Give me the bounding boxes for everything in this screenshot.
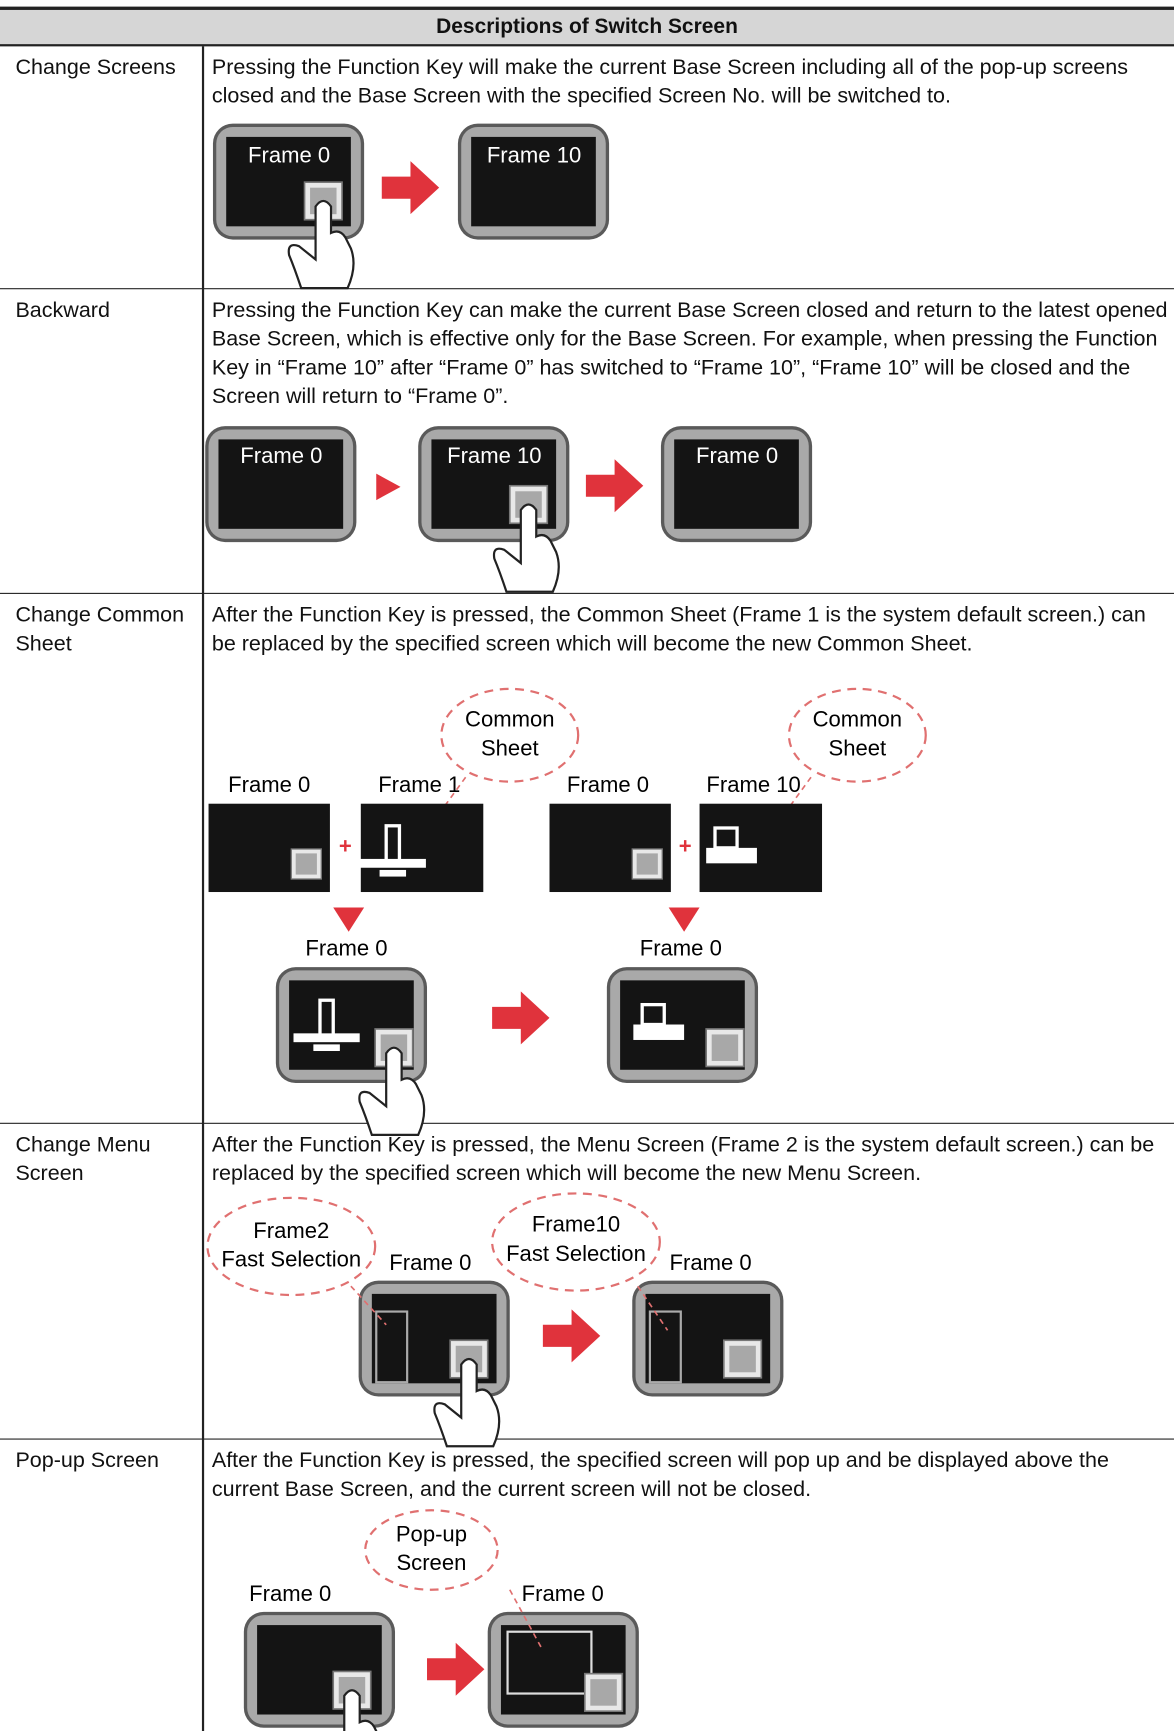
diagram-label: Frame 0 (567, 772, 649, 797)
table-title: Descriptions of Switch Screen (0, 6, 1174, 47)
diagram-label: Frame 0 (249, 1581, 331, 1606)
diagram-label: Frame 10 (447, 443, 541, 468)
diagram-label: Pop-up (396, 1521, 467, 1546)
table-row: Backward Pressing the Function Key can m… (0, 289, 1174, 594)
svg-text:+: + (679, 834, 692, 859)
row-description: Pressing the Function Key will make the … (211, 55, 1128, 109)
diagram-label: Frame 0 (228, 772, 310, 797)
row-description: After the Function Key is pressed, the M… (211, 1132, 1155, 1186)
diagram-label: Frame 0 (240, 443, 322, 468)
diagram-label: Frame 0 (640, 935, 722, 960)
diagram-label: Screen (396, 1550, 466, 1575)
diagram-label: Frame 0 (522, 1581, 604, 1606)
row-name: Backward (15, 298, 110, 323)
diagram-label: Frame 0 (696, 443, 778, 468)
table-row: Pop-up Screen After the Function Key is … (0, 1440, 1174, 1731)
column-divider (201, 46, 204, 1731)
diagram-label: Fast Selection (221, 1247, 361, 1272)
table-row: Change Common Sheet After the Function K… (0, 594, 1174, 1124)
diagram-label: Fast Selection (506, 1241, 646, 1266)
table-row: Change Screens Pressing the Function Key… (0, 46, 1174, 290)
diagram-label: Frame2 (253, 1218, 329, 1243)
diagram-label: Sheet (481, 735, 539, 760)
row-name: Change Common Sheet (15, 602, 185, 656)
diagram-label: Common (465, 707, 554, 732)
row-name: Pop-up Screen (15, 1448, 159, 1473)
row-description: Pressing the Function Key can make the c… (211, 298, 1168, 409)
diagram-label: Sheet (829, 735, 887, 760)
diagram-label: Frame 10 (706, 772, 800, 797)
diagram-label: Frame 1 (378, 772, 460, 797)
svg-text:+: + (339, 834, 352, 859)
diagram-label: Frame10 (532, 1211, 620, 1236)
diagram-label: Frame 0 (670, 1250, 752, 1275)
row-description: After the Function Key is pressed, the C… (211, 602, 1146, 656)
row-name: Change Menu Screen (15, 1132, 151, 1186)
diagram-label: Common (813, 707, 902, 732)
row-name: Change Screens (15, 55, 176, 80)
row-description: After the Function Key is pressed, the s… (211, 1448, 1109, 1502)
diagram-label: Frame 10 (487, 143, 581, 168)
table-row: Change Menu Screen After the Function Ke… (0, 1124, 1174, 1440)
diagram-label: Frame 0 (248, 143, 330, 168)
diagram-label: Frame 0 (389, 1250, 471, 1275)
diagram-label: Frame 0 (305, 935, 387, 960)
